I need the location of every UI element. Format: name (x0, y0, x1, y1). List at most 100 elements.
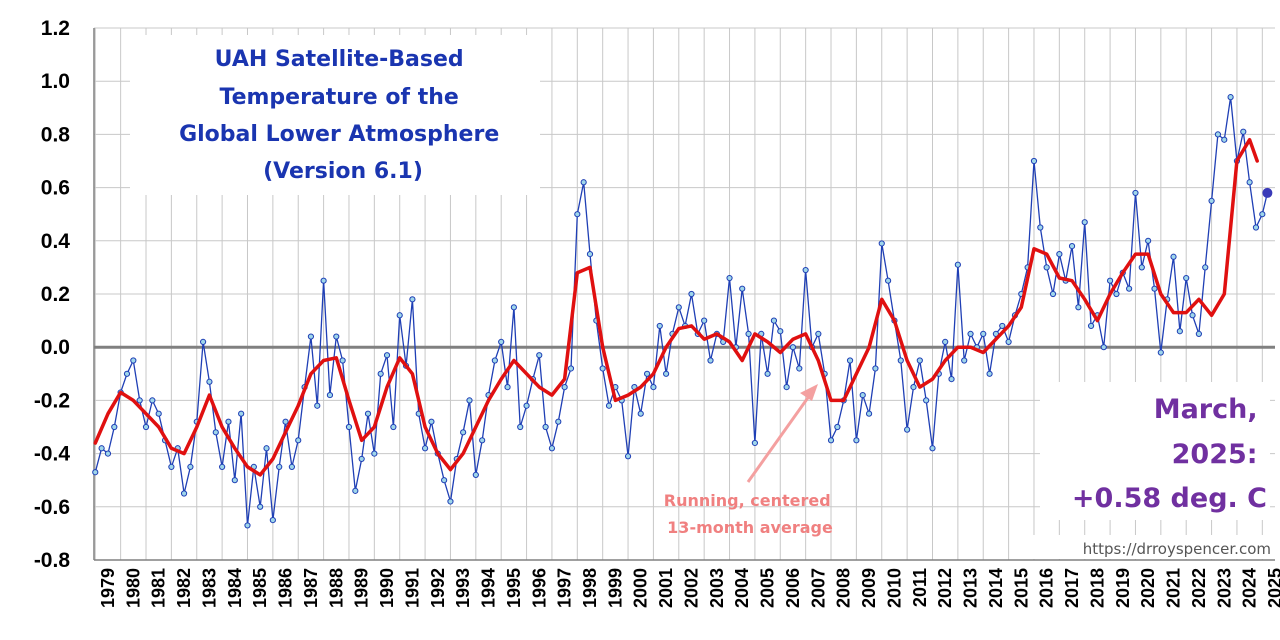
x-tick-label: 1981 (149, 568, 169, 608)
monthly-data-point (942, 338, 949, 345)
latest-value-text: March, 2025: +0.58 deg. C (1072, 394, 1267, 514)
monthly-data-point (992, 330, 1000, 337)
monthly-data-point (643, 370, 651, 377)
x-tick-label: 2014 (986, 568, 1006, 608)
monthly-data-point (1202, 264, 1209, 271)
monthly-data-point (999, 322, 1006, 330)
monthly-data-point (180, 490, 188, 497)
monthly-data-point (1170, 253, 1177, 260)
monthly-data-point (536, 352, 543, 359)
monthly-data-point (269, 517, 276, 524)
monthly-data-point (1252, 224, 1260, 231)
x-tick-label: 2003 (707, 568, 727, 608)
x-tick-label: 1988 (326, 568, 346, 608)
monthly-data-point (624, 453, 632, 460)
y-tick-label: 0.6 (41, 177, 70, 200)
x-tick-label: 1980 (123, 568, 143, 608)
monthly-data-point (460, 429, 467, 436)
monthly-data-point (1075, 304, 1082, 311)
x-tick-label: 1983 (199, 568, 219, 608)
monthly-data-point (1005, 338, 1012, 345)
monthly-data-point (846, 357, 854, 364)
monthly-data-point (371, 450, 378, 457)
y-tick-label: 1.2 (41, 17, 70, 40)
monthly-data-point (326, 391, 334, 399)
monthly-data-point (136, 397, 143, 404)
monthly-data-point (130, 357, 137, 364)
monthly-data-point (542, 423, 549, 431)
monthly-data-point (1037, 224, 1044, 231)
monthly-data-point (1240, 128, 1247, 135)
monthly-data-point (688, 290, 695, 298)
monthly-data-point (498, 338, 505, 345)
monthly-data-point (187, 463, 194, 470)
monthly-data-point (295, 437, 302, 444)
monthly-data-point (827, 437, 835, 444)
x-tick-label: 2007 (808, 568, 828, 608)
monthly-data-point (1145, 237, 1152, 244)
x-tick-label: 2006 (783, 568, 803, 608)
x-tick-label: 2020 (1138, 568, 1158, 608)
latest-line-3: +0.58 deg. C (1072, 483, 1267, 514)
monthly-data-point (663, 370, 670, 377)
y-tick-label: -0.8 (34, 549, 71, 572)
annotation-arrow-line (746, 391, 814, 483)
monthly-data-point (517, 423, 524, 431)
x-tick-label: 2022 (1189, 568, 1209, 608)
x-tick-label: 1995 (504, 568, 524, 608)
monthly-data-point (701, 317, 708, 324)
monthly-data-point (904, 426, 911, 433)
x-tick-label: 1984 (225, 568, 245, 608)
x-tick-label: 2021 (1164, 568, 1184, 608)
x-tick-label: 1986 (276, 568, 296, 608)
monthly-data-point (1183, 274, 1190, 282)
monthly-data-point (225, 418, 232, 425)
x-tick-label: 1979 (98, 568, 118, 608)
x-tick-label: 2024 (1240, 568, 1260, 608)
monthly-data-point (447, 498, 454, 505)
title-line-2: Temperature of the (219, 85, 458, 110)
monthly-data-point (364, 410, 372, 417)
monthly-data-point (92, 469, 99, 476)
y-tick-label: -0.2 (34, 389, 70, 412)
monthly-data-point (333, 333, 340, 340)
monthly-data-point (637, 410, 644, 417)
monthly-data-point (212, 429, 219, 436)
monthly-data-point (961, 357, 968, 364)
monthly-data-point (390, 423, 397, 431)
running-average-line (93, 137, 1259, 477)
y-tick-label: 0.0 (41, 336, 70, 359)
monthly-data-point (1259, 211, 1266, 218)
monthly-data-point (199, 338, 207, 345)
monthly-data-point (320, 277, 327, 284)
y-tick-label: -0.4 (34, 443, 71, 466)
monthly-data-point (1176, 328, 1183, 335)
x-tick-label: 2004 (732, 568, 752, 608)
monthly-data-point (967, 330, 974, 337)
monthly-data-point (605, 402, 613, 409)
monthly-data-point (561, 384, 568, 391)
x-tick-label: 1982 (174, 568, 194, 608)
monthly-data-point (149, 397, 156, 404)
monthly-data-point (288, 463, 295, 470)
x-tick-label: 2002 (681, 568, 701, 608)
monthly-data-point (910, 384, 917, 391)
monthly-data-point (916, 357, 923, 364)
monthly-data-point (1246, 179, 1253, 186)
x-tick-label: 1992 (428, 568, 448, 608)
monthly-data-point (650, 384, 657, 391)
monthly-data-point (257, 503, 264, 510)
monthly-data-point (948, 376, 955, 383)
monthly-data-point (1087, 322, 1095, 330)
monthly-data-point (954, 261, 961, 268)
x-tick-label: 2023 (1214, 568, 1234, 608)
source-url: https://drroyspencer.com (1083, 540, 1271, 558)
monthly-data-point (358, 455, 365, 463)
monthly-data-point (555, 418, 562, 425)
monthly-data-point (219, 463, 226, 470)
x-tick-label: 1997 (555, 568, 575, 608)
title-line-3: Global Lower Atmosphere (179, 122, 499, 147)
monthly-data-point (1056, 251, 1063, 258)
monthly-data-point (472, 471, 479, 478)
